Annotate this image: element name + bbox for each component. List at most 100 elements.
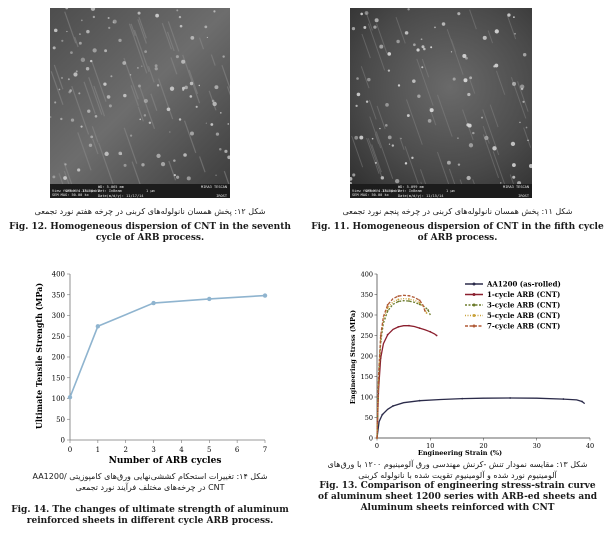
sem-particle: [519, 84, 525, 89]
fig12-sem-hv: SEM HV: 15.00 kV: [64, 189, 100, 194]
fig13-series-marker: [424, 310, 426, 312]
sem-streak: [369, 116, 382, 149]
sem-particle: [404, 162, 408, 165]
sem-particle: [123, 163, 127, 167]
sem-particle: [522, 52, 527, 57]
fig13-legend-marker: [472, 303, 476, 307]
fig13-series-marker: [397, 298, 400, 301]
sem-streak: [90, 59, 107, 102]
sem-streak: [376, 105, 386, 130]
sem-particle: [493, 65, 496, 68]
sem-particle: [104, 49, 108, 53]
sem-particle: [154, 67, 158, 71]
sem-particle: [108, 26, 111, 29]
sem-particle: [481, 116, 483, 119]
sem-streak: [450, 39, 457, 53]
sem-particle: [222, 55, 225, 58]
sem-streak: [448, 168, 456, 184]
sem-streak: [523, 127, 532, 148]
sem-particle: [411, 156, 414, 160]
sem-particle: [169, 86, 175, 91]
sem-particle: [520, 87, 524, 91]
sem-particle: [465, 56, 468, 60]
fig14-data-point: [67, 395, 73, 400]
fig11-sem-image: SEM HV: 15.00 kV View field: 4.334 µm SE…: [350, 8, 532, 198]
sem-particle: [457, 137, 459, 139]
sem-streak: [168, 160, 177, 181]
sem-particle: [65, 8, 69, 10]
fig14-chart: 0 50 100 150 200 250 300 350 400 0 1 2 3 4 5 6 7 Ultima…: [34, 271, 267, 467]
fig14-caption-en-line2: reinforced sheets in different cycle ARB…: [26, 516, 274, 526]
sem-particle: [189, 95, 193, 98]
fig14-caption-en-line1: Fig. 14. The changes of ultimate strengt…: [11, 505, 289, 515]
sem-particle: [87, 109, 91, 113]
sem-particle: [416, 48, 420, 52]
sem-particle: [482, 35, 487, 40]
sem-particle: [89, 59, 93, 63]
sem-particle: [406, 114, 410, 117]
fig13-series-marker: [408, 294, 410, 297]
sem-streak: [123, 57, 139, 100]
fig14-data-point: [95, 324, 101, 329]
sem-streak: [88, 77, 103, 115]
sem-particle: [60, 76, 64, 80]
sem-particle: [189, 81, 194, 86]
sem-particle: [219, 148, 222, 151]
sem-particle: [143, 98, 148, 104]
fig13-y-tick-label: 300: [361, 311, 373, 319]
sem-particle: [110, 75, 113, 78]
sem-particle: [211, 99, 215, 103]
sem-particle: [528, 164, 532, 169]
sem-streak: [210, 54, 216, 66]
fig11-sem-det: Det: InBeam: [398, 189, 422, 194]
fig13-series-marker: [381, 413, 384, 416]
sem-particle: [519, 121, 521, 124]
sem-particle: [434, 26, 436, 29]
sem-particle: [173, 173, 176, 177]
sem-streak: [223, 170, 230, 184]
sem-streak: [395, 16, 406, 44]
sem-particle: [457, 163, 461, 166]
sem-particle: [129, 74, 132, 76]
sem-streak: [64, 11, 77, 44]
sem-particle: [512, 175, 516, 179]
sem-particle: [85, 67, 90, 71]
fig13-series-marker: [427, 309, 430, 311]
fig13-series-marker: [461, 397, 464, 400]
sem-particle: [522, 100, 525, 103]
fig13-x-axis-label: Engineering Strain (%): [418, 449, 502, 457]
sem-particle: [412, 79, 416, 83]
fig13-series-line: [376, 300, 431, 439]
sem-particle: [452, 77, 456, 81]
sem-streak: [416, 58, 434, 106]
sem-particle: [512, 163, 516, 167]
sem-particle: [80, 125, 83, 128]
sem-streak: [98, 142, 114, 184]
sem-streak: [50, 71, 64, 105]
sem-particle: [205, 122, 207, 124]
sem-streak: [92, 138, 99, 155]
sem-streak: [374, 133, 380, 145]
fig14-x-tick-label: 0: [68, 446, 72, 454]
sem-streak: [63, 162, 73, 184]
fig13-series-line: [376, 294, 426, 439]
sem-streak: [170, 57, 178, 75]
sem-particle: [88, 143, 93, 148]
fig13-series-marker: [397, 300, 400, 303]
sem-particle: [54, 101, 57, 104]
fig13-y-tick-label: 350: [361, 291, 373, 299]
sem-particle: [387, 69, 391, 72]
fig12-panel: SEM HV: 15.00 kV View field: 4.334 µm SE…: [0, 0, 305, 262]
sem-particle: [394, 178, 400, 184]
sem-streak: [492, 151, 506, 184]
fig13-x-tick-label: 0: [375, 442, 379, 450]
sem-streak: [128, 23, 148, 74]
sem-particle: [169, 131, 171, 133]
sem-particle: [379, 44, 384, 49]
fig12-caption-en: Fig. 12. Homogeneous dispersion of CNT i…: [0, 222, 300, 244]
sem-particle: [385, 103, 389, 107]
fig12-sem-date: Date(m/d/y): 11/17/14: [98, 193, 144, 198]
sem-particle: [78, 41, 82, 45]
sem-particle: [492, 146, 497, 151]
fig13-y-tick-label: 250: [361, 332, 373, 340]
